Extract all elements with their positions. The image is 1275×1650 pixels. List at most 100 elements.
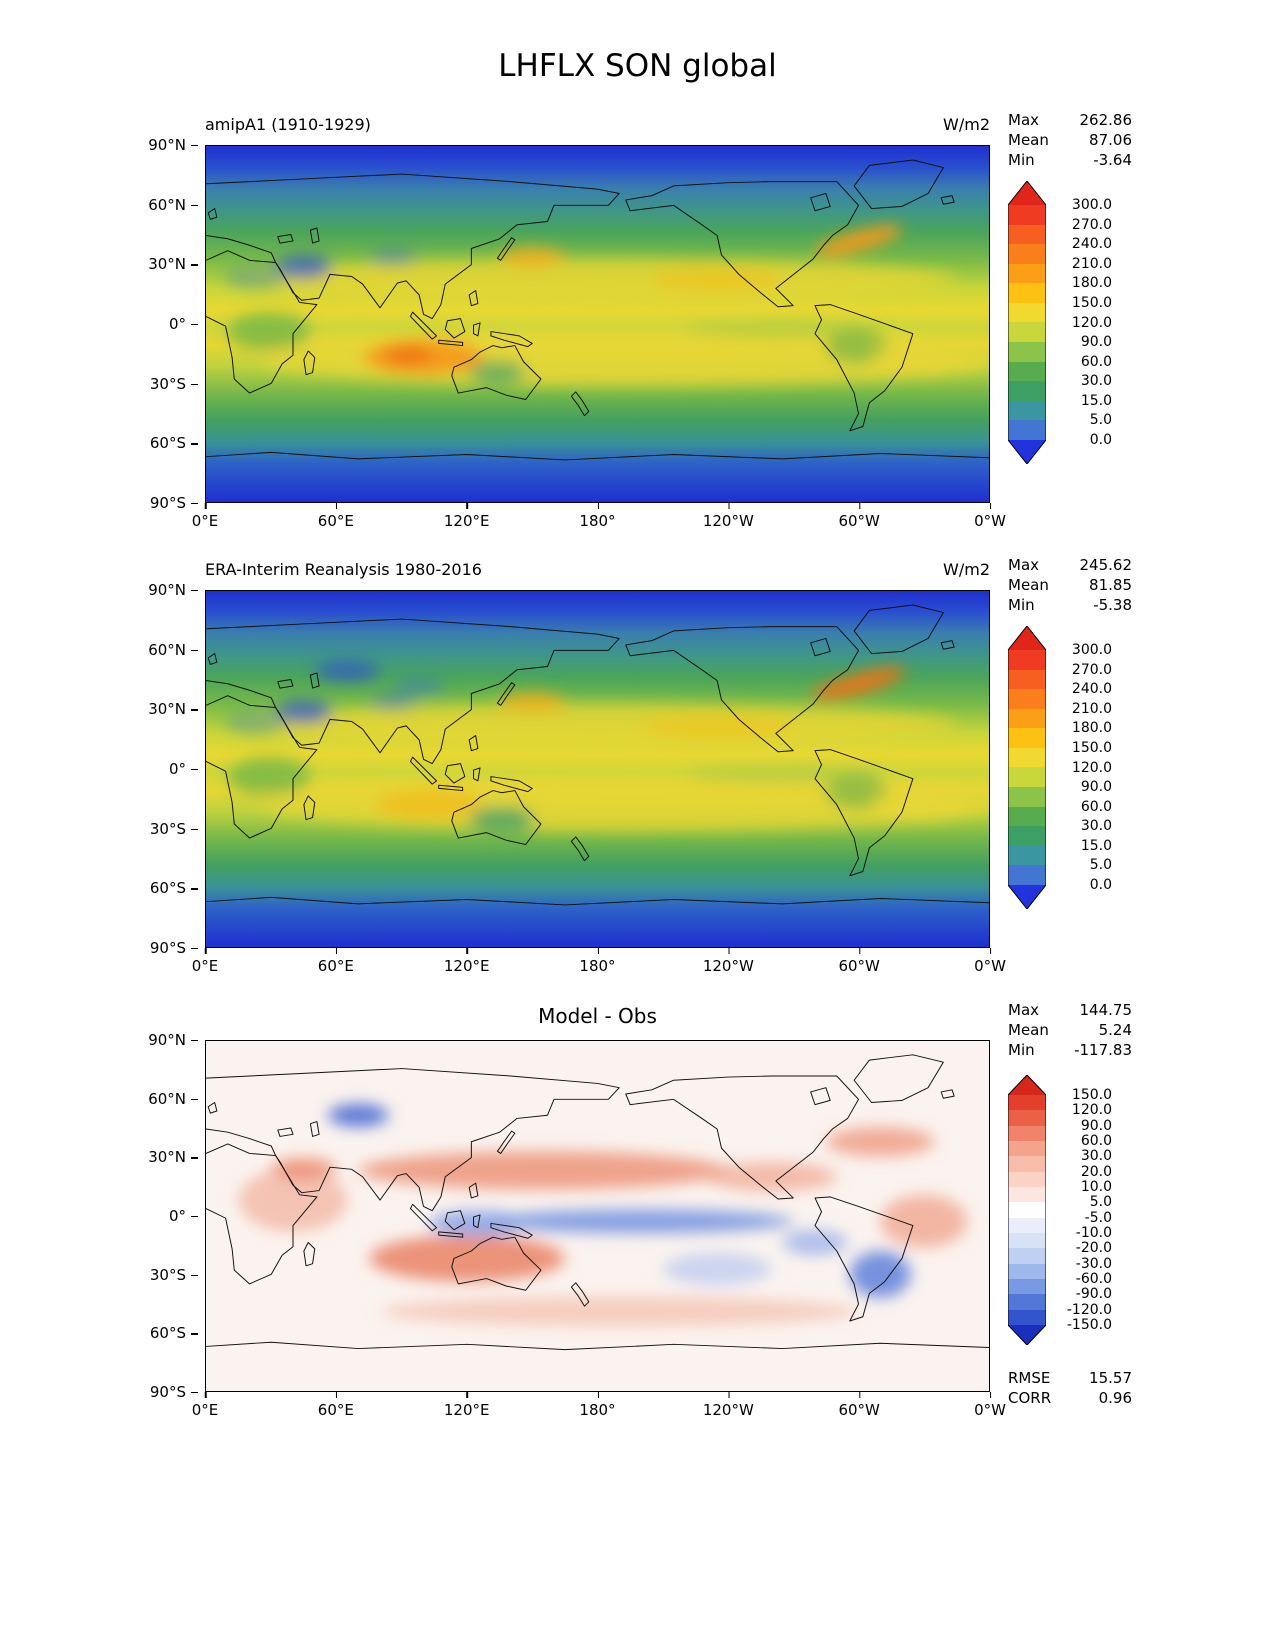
colorbar-tick-label: 180.0 (1071, 720, 1112, 737)
panel1-units-label: W/m2 (943, 115, 990, 134)
colorbar-tick-label: 60.0 (1080, 1133, 1112, 1149)
colorbar-tick-label: -150.0 (1066, 1317, 1112, 1333)
panel1-y-axis: 90°N 60°N 30°N 0° 30°S 60°S 90°S (138, 136, 199, 512)
panel3-title: Model - Obs (538, 1004, 657, 1028)
panel1-subtitle: amipA1 (1910-1929) (205, 115, 371, 134)
colorbar-tick-label: 150.0 (1071, 294, 1112, 311)
difference-blobs (238, 1103, 968, 1327)
stat-row-max: Max 245.62 (1008, 555, 1132, 575)
panel2-stats: Max 245.62 Mean 81.85 Min -5.38 (1008, 555, 1132, 615)
colorbar-tick-label: 60.0 (1080, 353, 1112, 370)
colorbar-segment (1008, 362, 1046, 381)
colorbar-segment (1008, 1187, 1046, 1202)
stat-row-max: Max 262.86 (1008, 110, 1132, 130)
y-tick-label: 30°S (149, 819, 199, 838)
x-tick-label: 180° (579, 948, 616, 975)
colorbar-segment (1008, 1110, 1046, 1126)
colorbar-segment (1008, 205, 1046, 225)
x-tick-label: 0°E (191, 948, 219, 975)
map-panel1 (205, 145, 990, 503)
y-tick-label: 0° (168, 1207, 199, 1225)
stat-label: Mean (1008, 576, 1049, 594)
colorbar-graphic (1007, 180, 1047, 465)
colorbar-tick-label: 20.0 (1080, 1163, 1112, 1180)
stat-label: CORR (1008, 1389, 1052, 1407)
x-tick-label: 60°E (317, 948, 354, 975)
colorbar-tick-label: -60.0 (1075, 1271, 1112, 1287)
colorbar-over-arrow (1008, 181, 1046, 205)
y-tick-label: 0° (168, 760, 199, 778)
colorbar-segment (1008, 1202, 1046, 1218)
colorbar-segment (1008, 1095, 1046, 1110)
colorbar-segment (1008, 342, 1046, 362)
colorbar-graphic (1007, 625, 1047, 910)
stat-row-rmse: RMSE 15.57 (1008, 1368, 1132, 1388)
colorbar-segment (1008, 846, 1046, 865)
colorbar-tick-label: 60.0 (1080, 798, 1112, 815)
x-tick-label: 120°E (443, 1392, 490, 1419)
panel2-colorbar-labels: 300.0 270.0 240.0 210.0 180.0 150.0 120.… (1054, 642, 1112, 893)
panel2-x-axis: 0°E 60°E 120°E 180° 120°W 60°W 0°W (192, 948, 1006, 976)
colorbar-segment (1008, 283, 1046, 303)
y-tick-label: 60°S (149, 879, 199, 898)
stat-label: Mean (1008, 1021, 1049, 1039)
x-tick-label: 60°E (317, 1392, 354, 1419)
stat-value: 144.75 (1079, 1001, 1133, 1019)
colorbar-segment (1008, 1279, 1046, 1294)
stat-label: RMSE (1008, 1369, 1051, 1387)
stat-value: 15.57 (1089, 1369, 1132, 1387)
colorbar-segment (1008, 381, 1046, 401)
colorbar-segment (1008, 1294, 1046, 1310)
colorbar-tick-label: 120.0 (1071, 1102, 1112, 1119)
x-tick-label: 0°W (974, 1392, 1006, 1419)
stat-row-min: Min -3.64 (1008, 150, 1132, 170)
stat-label: Max (1008, 1001, 1040, 1019)
colorbar-segment (1008, 420, 1046, 440)
x-tick-label: 180° (579, 1392, 616, 1419)
colorbar-segment (1008, 787, 1046, 807)
y-tick-label: 30°N (148, 1148, 198, 1167)
colorbar-tick-label: 15.0 (1080, 837, 1112, 854)
colorbar-segment (1008, 728, 1046, 748)
map-panel2 (205, 590, 990, 948)
x-tick-label: 120°E (443, 503, 490, 530)
colorbar-segment (1008, 1156, 1046, 1172)
stat-value: 262.86 (1079, 111, 1133, 129)
colorbar-segment (1008, 709, 1046, 728)
colorbar-segment (1008, 1248, 1046, 1264)
colorbar-tick-label: 15.0 (1080, 392, 1112, 409)
colorbar-segment (1008, 748, 1046, 767)
x-tick-label: 60°E (317, 503, 354, 530)
colorbar-segment (1008, 1233, 1046, 1248)
stat-row-mean: Mean 87.06 (1008, 130, 1132, 150)
map-panel3 (205, 1040, 990, 1392)
base-field (206, 591, 989, 947)
y-tick-label: 60°N (148, 640, 198, 659)
colorbar-tick-label: -120.0 (1066, 1301, 1112, 1318)
stat-value: 245.62 (1079, 556, 1133, 574)
y-tick-label: 30°S (149, 1265, 199, 1284)
panel1-x-axis: 0°E 60°E 120°E 180° 120°W 60°W 0°W (192, 503, 1006, 531)
x-tick-label: 0°E (191, 1392, 219, 1419)
colorbar-tick-label: -20.0 (1075, 1240, 1112, 1257)
stat-value: 81.85 (1089, 576, 1132, 594)
stat-row-mean: Mean 5.24 (1008, 1020, 1132, 1040)
y-tick-label: 90°S (149, 494, 199, 512)
colorbar-tick-label: 5.0 (1089, 857, 1112, 874)
colorbar-tick-label: 300.0 (1071, 197, 1112, 213)
colorbar-segment (1008, 303, 1046, 322)
colorbar-tick-label: -30.0 (1075, 1255, 1112, 1272)
stat-value: -5.38 (1093, 596, 1132, 614)
colorbar-tick-label: 270.0 (1071, 661, 1112, 678)
colorbar-tick-label: 90.0 (1080, 1117, 1112, 1134)
colorbar-segment (1008, 1310, 1046, 1325)
colorbar-segment (1008, 401, 1046, 420)
colorbar-tick-label: 10.0 (1080, 1179, 1112, 1195)
colorbar-segment (1008, 689, 1046, 709)
y-tick-label: 30°N (148, 255, 198, 274)
colorbar-segment (1008, 670, 1046, 689)
panel3-colorbar-labels: 150.0 120.0 90.0 60.0 30.0 20.0 10.0 5.0… (1054, 1087, 1112, 1333)
colorbar-segment (1008, 264, 1046, 283)
panel2-colorbar (1007, 625, 1047, 913)
colorbar-tick-label: -90.0 (1075, 1286, 1112, 1303)
